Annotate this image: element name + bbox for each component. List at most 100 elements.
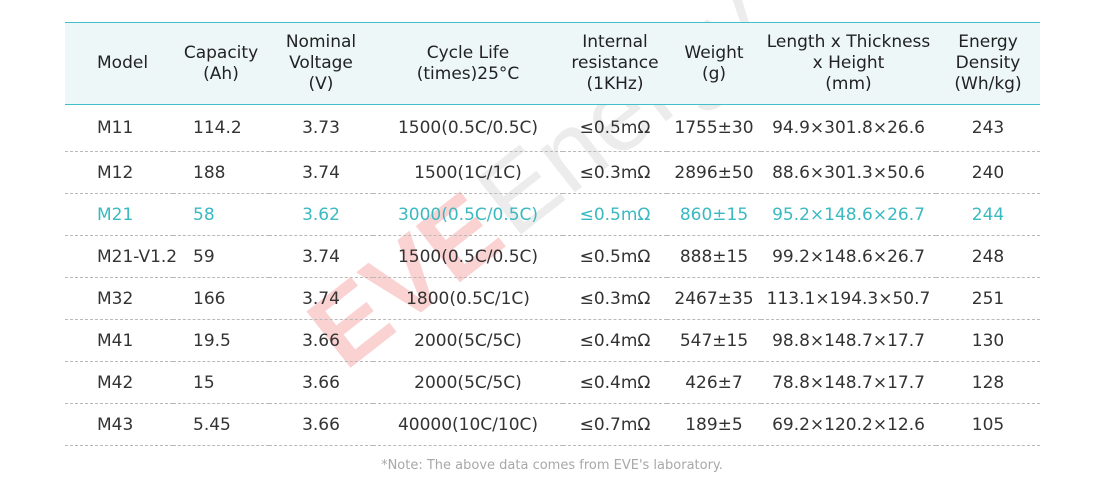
cell-energy-density: 128 bbox=[971, 372, 1005, 393]
footnote: *Note: The above data comes from EVE's l… bbox=[381, 458, 723, 473]
cell-model: M41 bbox=[97, 330, 134, 351]
header-line: Nominal bbox=[285, 32, 357, 52]
header-cycle-life: Cycle Life (times)25°C bbox=[373, 23, 563, 105]
cell-dimensions: 98.8×148.7×17.7 bbox=[772, 330, 925, 351]
cell-internal-resistance: ≤0.7mΩ bbox=[579, 414, 651, 435]
cell-dimensions: 95.2×148.6×26.7 bbox=[772, 204, 925, 225]
cell-energy-density: 244 bbox=[971, 204, 1005, 225]
header-line: resistance bbox=[571, 53, 659, 73]
battery-spec-table: Model Capacity (Ah) Nominal Voltage (V) Cyc… bbox=[65, 22, 1040, 446]
header-line: (V) bbox=[308, 74, 334, 94]
cell-model: M32 bbox=[97, 288, 134, 309]
cell-model: M42 bbox=[97, 372, 134, 393]
cell-dimensions: 94.9×301.8×26.6 bbox=[772, 118, 925, 138]
cell-capacity: 188 bbox=[193, 162, 226, 183]
header-internal-resistance: Internal resistance (1KHz) bbox=[563, 23, 667, 105]
cell-cycle-life: 1500(0.5C/0.5C) bbox=[397, 118, 539, 138]
battery-spec-table-container: Model Capacity (Ah) Nominal Voltage (V) Cyc… bbox=[65, 22, 1040, 446]
cell-dimensions: 69.2×120.2×12.6 bbox=[772, 414, 925, 435]
cell-capacity: 59 bbox=[193, 246, 215, 267]
cell-dimensions: 113.1×194.3×50.7 bbox=[766, 288, 931, 309]
header-line: Voltage bbox=[289, 53, 353, 73]
header-row: Model Capacity (Ah) Nominal Voltage (V) Cyc… bbox=[65, 22, 1040, 105]
cell-weight: 2896±50 bbox=[674, 162, 754, 183]
cell-cycle-life: 1500(1C/1C) bbox=[414, 162, 522, 183]
cell-dimensions: 88.6×301.3×50.6 bbox=[772, 162, 925, 183]
header-line: Capacity bbox=[183, 42, 259, 63]
cell-internal-resistance: ≤0.5mΩ bbox=[579, 246, 651, 267]
cell-capacity: 15 bbox=[193, 372, 215, 393]
cell-cycle-life: 1800(0.5C/1C) bbox=[406, 288, 530, 309]
cell-internal-resistance: ≤0.3mΩ bbox=[579, 162, 651, 183]
header-line: (times)25°C bbox=[416, 63, 520, 84]
header-line: x Height bbox=[812, 53, 885, 73]
cell-voltage: 3.66 bbox=[302, 414, 340, 435]
cell-model: M12 bbox=[97, 162, 134, 183]
header-energy-density: Energy Density (Wh/kg) bbox=[936, 23, 1040, 105]
table-row: M12 188 3.74 1500(1C/1C) ≤0.3mΩ 2896±50 88.6×3… bbox=[65, 152, 1040, 194]
cell-voltage: 3.62 bbox=[302, 204, 340, 225]
cell-model: M21 bbox=[97, 204, 134, 225]
cell-model: M11 bbox=[97, 118, 134, 138]
cell-capacity: 19.5 bbox=[193, 330, 231, 351]
cell-weight: 547±15 bbox=[679, 330, 749, 351]
cell-model: M43 bbox=[97, 414, 134, 435]
header-line: Weight bbox=[684, 42, 744, 63]
cell-voltage: 3.74 bbox=[302, 162, 340, 183]
table-row: M32 166 3.74 1800(0.5C/1C) ≤0.3mΩ 2467±35 113.… bbox=[65, 278, 1040, 320]
cell-voltage: 3.74 bbox=[302, 288, 340, 309]
cell-voltage: 3.66 bbox=[302, 372, 340, 393]
header-line: Energy bbox=[958, 32, 1018, 52]
header-line: Model bbox=[97, 53, 149, 73]
header-line: Length x Thickness bbox=[766, 32, 931, 52]
cell-energy-density: 248 bbox=[971, 246, 1005, 267]
header-line: (g) bbox=[701, 63, 727, 84]
cell-internal-resistance: ≤0.3mΩ bbox=[579, 288, 651, 309]
header-line: (1KHz) bbox=[586, 74, 644, 94]
cell-energy-density: 105 bbox=[971, 414, 1005, 435]
cell-internal-resistance: ≤0.4mΩ bbox=[579, 372, 651, 393]
cell-weight: 860±15 bbox=[679, 204, 749, 225]
cell-cycle-life: 3000(0.5C/0.5C) bbox=[397, 204, 539, 225]
table-row: M11 114.2 3.73 1500(0.5C/0.5C) ≤0.5mΩ 1755±30… bbox=[65, 105, 1040, 152]
cell-energy-density: 130 bbox=[971, 330, 1005, 351]
header-line: Cycle Life bbox=[426, 42, 510, 63]
cell-internal-resistance: ≤0.5mΩ bbox=[579, 118, 651, 138]
table-row: M21 58 3.62 3000(0.5C/0.5C) ≤0.5mΩ 860±15 95.2… bbox=[65, 194, 1040, 236]
cell-voltage: 3.66 bbox=[302, 330, 340, 351]
cell-energy-density: 240 bbox=[971, 162, 1005, 183]
cell-cycle-life: 2000(5C/5C) bbox=[414, 330, 522, 351]
cell-voltage: 3.74 bbox=[302, 246, 340, 267]
cell-capacity: 114.2 bbox=[193, 118, 242, 138]
cell-energy-density: 243 bbox=[971, 118, 1005, 138]
cell-weight: 2467±35 bbox=[674, 288, 754, 309]
table-row: M42 15 3.66 2000(5C/5C) ≤0.4mΩ 426±7 78.8×148.… bbox=[65, 362, 1040, 404]
header-line: Internal bbox=[582, 32, 648, 52]
header-line: Density bbox=[955, 53, 1021, 73]
header-capacity: Capacity (Ah) bbox=[173, 23, 269, 105]
cell-dimensions: 99.2×148.6×26.7 bbox=[772, 246, 925, 267]
cell-model: M21-V1.2 bbox=[97, 246, 178, 267]
header-voltage: Nominal Voltage (V) bbox=[269, 23, 373, 105]
table-row: M21-V1.2 59 3.74 1500(0.5C/0.5C) ≤0.5mΩ 888±1… bbox=[65, 236, 1040, 278]
header-line: (Wh/kg) bbox=[954, 74, 1022, 94]
table-header: Model Capacity (Ah) Nominal Voltage (V) Cyc… bbox=[65, 22, 1040, 105]
header-line: (Ah) bbox=[203, 63, 239, 84]
cell-weight: 888±15 bbox=[679, 246, 749, 267]
table-row: M41 19.5 3.66 2000(5C/5C) ≤0.4mΩ 547±15 98.8×1… bbox=[65, 320, 1040, 362]
cell-cycle-life: 40000(10C/10C) bbox=[397, 414, 539, 435]
cell-voltage: 3.73 bbox=[302, 118, 340, 138]
table-row: M43 5.45 3.66 40000(10C/10C) ≤0.7mΩ 189±5 69.2… bbox=[65, 404, 1040, 446]
cell-capacity: 58 bbox=[193, 204, 215, 225]
header-dimensions: Length x Thickness x Height (mm) bbox=[761, 23, 936, 105]
header-weight: Weight (g) bbox=[667, 23, 761, 105]
cell-capacity: 5.45 bbox=[193, 414, 231, 435]
header-model: Model bbox=[65, 23, 173, 105]
header-line: (mm) bbox=[825, 74, 872, 94]
cell-capacity: 166 bbox=[193, 288, 226, 309]
cell-cycle-life: 1500(0.5C/0.5C) bbox=[397, 246, 539, 267]
cell-energy-density: 251 bbox=[971, 288, 1005, 309]
cell-internal-resistance: ≤0.5mΩ bbox=[579, 204, 651, 225]
cell-dimensions: 78.8×148.7×17.7 bbox=[772, 372, 925, 393]
table-body: M11 114.2 3.73 1500(0.5C/0.5C) ≤0.5mΩ 1755±30… bbox=[65, 105, 1040, 446]
